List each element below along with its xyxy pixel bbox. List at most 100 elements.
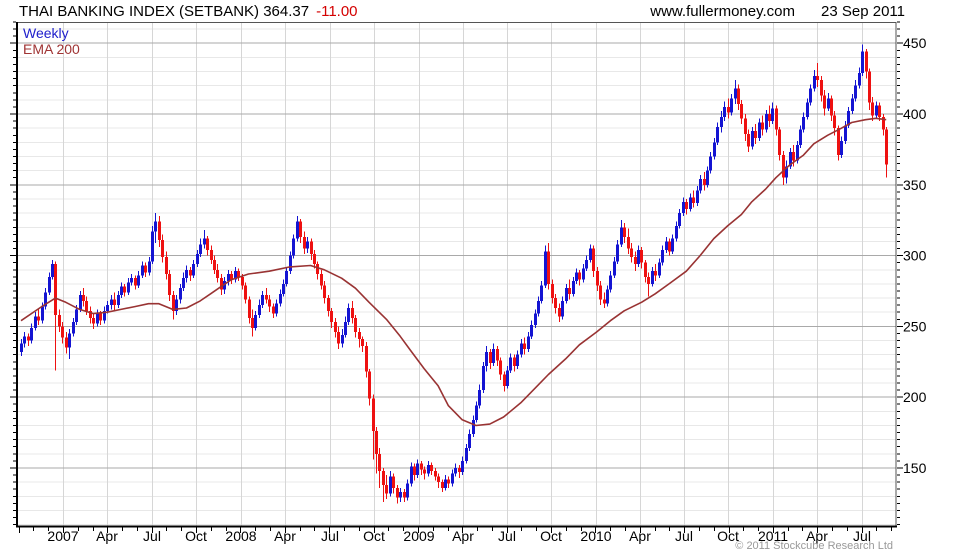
copyright-notice: © 2011 Stockcube Research Ltd: [735, 540, 893, 552]
candle-down: [54, 261, 57, 371]
candle-up: [72, 317, 75, 337]
candle-up: [809, 84, 812, 106]
candle-up: [103, 306, 106, 324]
candle-up: [120, 282, 123, 299]
candle-up: [716, 122, 719, 146]
y-tick-label: 400: [903, 106, 927, 122]
candle-down: [782, 150, 785, 185]
candle-up: [861, 44, 864, 76]
candle-up: [117, 290, 120, 308]
candle-down: [551, 279, 554, 304]
candle-up: [620, 220, 623, 248]
candle-up: [806, 98, 809, 120]
candle-up: [444, 475, 447, 491]
candle-up: [575, 268, 578, 284]
y-tick-label: 250: [903, 318, 927, 334]
candle-up: [127, 278, 130, 296]
candle-up: [771, 102, 774, 124]
candle-up: [192, 259, 195, 279]
candle-up: [478, 384, 481, 409]
candle-down: [654, 264, 657, 282]
candle-up: [651, 266, 654, 287]
candle-down: [61, 322, 64, 344]
candle-up: [799, 125, 802, 148]
candle-up: [730, 94, 733, 116]
candle-down: [740, 99, 743, 124]
candle-down: [778, 126, 781, 161]
candle-down: [430, 462, 433, 476]
candle-up: [540, 281, 543, 304]
axis-ticks: [10, 21, 903, 533]
candle-up: [44, 288, 47, 310]
candle-down: [216, 264, 219, 283]
candle-up: [589, 244, 592, 263]
candle-down: [592, 245, 595, 277]
candle-up: [279, 289, 282, 307]
candle-up: [20, 339, 23, 357]
candle-up: [468, 429, 471, 451]
candle-down: [820, 75, 823, 102]
candle-up: [275, 299, 278, 317]
candle-up: [537, 296, 540, 317]
candle-up: [765, 109, 768, 133]
candle-down: [313, 249, 316, 269]
candle-up: [851, 94, 854, 115]
candle-up: [802, 112, 805, 133]
candle-up: [582, 264, 585, 283]
candle-up: [509, 353, 512, 374]
candle-up: [185, 265, 188, 283]
x-tick-label: Apr: [274, 528, 296, 544]
candle-up: [261, 290, 264, 308]
candle-up: [785, 160, 788, 184]
x-tick-label: Oct: [363, 528, 385, 544]
candle-up: [844, 121, 847, 144]
candle-down: [210, 245, 213, 265]
candle-down: [237, 268, 240, 282]
candle-down: [368, 368, 371, 406]
candle-down: [375, 426, 378, 474]
candle-down: [392, 473, 395, 494]
candle-down: [644, 259, 647, 283]
x-tick-label: 2010: [580, 528, 611, 544]
candle-down: [396, 484, 399, 504]
page-title: THAI BANKING INDEX (SETBANK) 364.37 -11.0…: [19, 3, 358, 20]
candle-up: [203, 230, 206, 249]
candle-down: [596, 266, 599, 291]
candle-down: [113, 292, 116, 311]
candle-up: [406, 479, 409, 501]
candle-up: [699, 174, 702, 194]
candle-down: [865, 48, 868, 79]
candle-up: [516, 350, 519, 369]
candle-down: [168, 269, 171, 301]
legend-timeframe: Weekly: [23, 25, 69, 41]
candle-up: [734, 80, 737, 105]
candle-up: [416, 459, 419, 478]
candle-up: [506, 366, 509, 389]
candle-down: [65, 332, 68, 354]
candle-down: [603, 292, 606, 308]
candle-down: [547, 242, 550, 290]
x-tick-label: 2011: [758, 528, 788, 544]
candle-down: [58, 309, 61, 333]
candle-down: [668, 238, 671, 256]
y-tick-label: 300: [903, 248, 927, 264]
x-tick-label: Oct: [717, 528, 739, 544]
candle-up: [137, 271, 140, 289]
candle-up: [534, 309, 537, 328]
candle-down: [775, 105, 778, 136]
candle-up: [148, 257, 151, 276]
candle-down: [868, 68, 871, 110]
candle-down: [823, 89, 826, 116]
candle-down: [882, 114, 885, 136]
candle-down: [189, 266, 192, 282]
candle-down: [323, 281, 326, 304]
candle-up: [492, 343, 495, 367]
candle-down: [499, 357, 502, 381]
candle-down: [554, 293, 557, 314]
candle-down: [316, 261, 319, 280]
candle-down: [489, 349, 492, 369]
candle-up: [840, 136, 843, 158]
candle-up: [23, 332, 26, 348]
candle-up: [713, 138, 716, 160]
